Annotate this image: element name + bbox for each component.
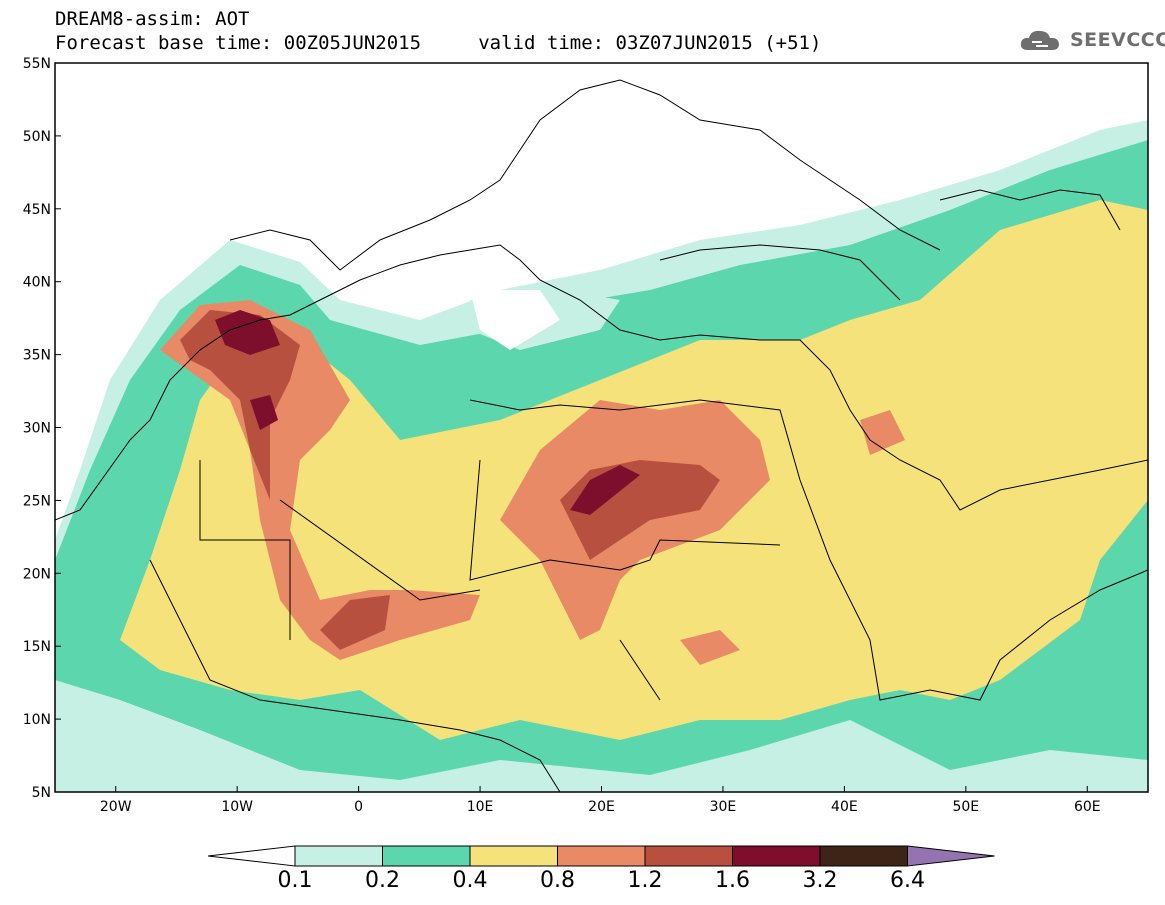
- colorbar-segment: [819, 845, 908, 867]
- coastlines: [55, 79, 1148, 792]
- lat-tick-label: 15N: [23, 639, 51, 655]
- lon-tick-label: 40E: [831, 799, 858, 815]
- colorbar-segment: [557, 845, 646, 867]
- aot-contour-1.2: [180, 310, 300, 500]
- colorbar-segment: [382, 845, 471, 867]
- lat-tick-label: 5N: [32, 785, 51, 801]
- colorbar-min-arrow: [207, 845, 296, 867]
- chart-title: DREAM8-assim: AOT: [55, 8, 250, 30]
- colorbar-level-label: 0.8: [540, 868, 575, 893]
- lon-tick-label: 0: [354, 799, 363, 815]
- lat-tick-label: 40N: [23, 275, 51, 291]
- lat-tick-label: 25N: [23, 493, 51, 509]
- lat-tick-label: 55N: [23, 56, 51, 72]
- lon-tick-label: 10W: [221, 799, 253, 815]
- lat-tick-label: 30N: [23, 421, 51, 437]
- aot-field: [55, 63, 1148, 792]
- colorbar-segment: [294, 845, 383, 867]
- cloud-icon: [1020, 30, 1059, 50]
- lon-tick-label: 30E: [710, 799, 737, 815]
- colorbar: [207, 845, 995, 867]
- colorbar-level-label: 1.6: [715, 868, 750, 893]
- colorbar-level-label: 0.4: [452, 868, 488, 893]
- colorbar-max-arrow: [907, 845, 995, 867]
- lon-tick-label: 60E: [1074, 799, 1101, 815]
- lon-tick-label: 10E: [467, 799, 494, 815]
- lon-tick-label: 20E: [588, 799, 615, 815]
- chart-subtitle: Forecast base time: 00Z05JUN2015 valid t…: [55, 32, 822, 54]
- colorbar-level-label: 0.1: [277, 868, 313, 893]
- seevccc-logo: SEEVCCC: [1018, 26, 1165, 56]
- lat-tick-label: 10N: [23, 712, 51, 728]
- lat-tick-label: 45N: [23, 202, 51, 218]
- colorbar-segment: [644, 845, 733, 867]
- colorbar-level-label: 0.2: [365, 868, 400, 893]
- lat-tick-label: 35N: [23, 348, 51, 364]
- aot-contour-1.6: [215, 310, 280, 355]
- lon-tick-label: 20W: [100, 799, 132, 815]
- lon-tick-label: 50E: [952, 799, 979, 815]
- colorbar-level-label: 1.2: [627, 868, 663, 893]
- colorbar-segment: [732, 845, 821, 867]
- colorbar-level-label: 6.4: [890, 868, 925, 893]
- colorbar-level-label: 3.2: [802, 868, 838, 893]
- lat-tick-label: 20N: [23, 566, 51, 582]
- axis-ticks: 55N 50N 45N 40N 35N 30N 25N 20N 15N 10N 5N 20W 10W 0 1…: [23, 56, 1101, 815]
- colorbar-segment: [469, 845, 558, 867]
- lat-tick-label: 50N: [23, 129, 51, 145]
- logo-text: SEEVCCC: [1070, 29, 1165, 51]
